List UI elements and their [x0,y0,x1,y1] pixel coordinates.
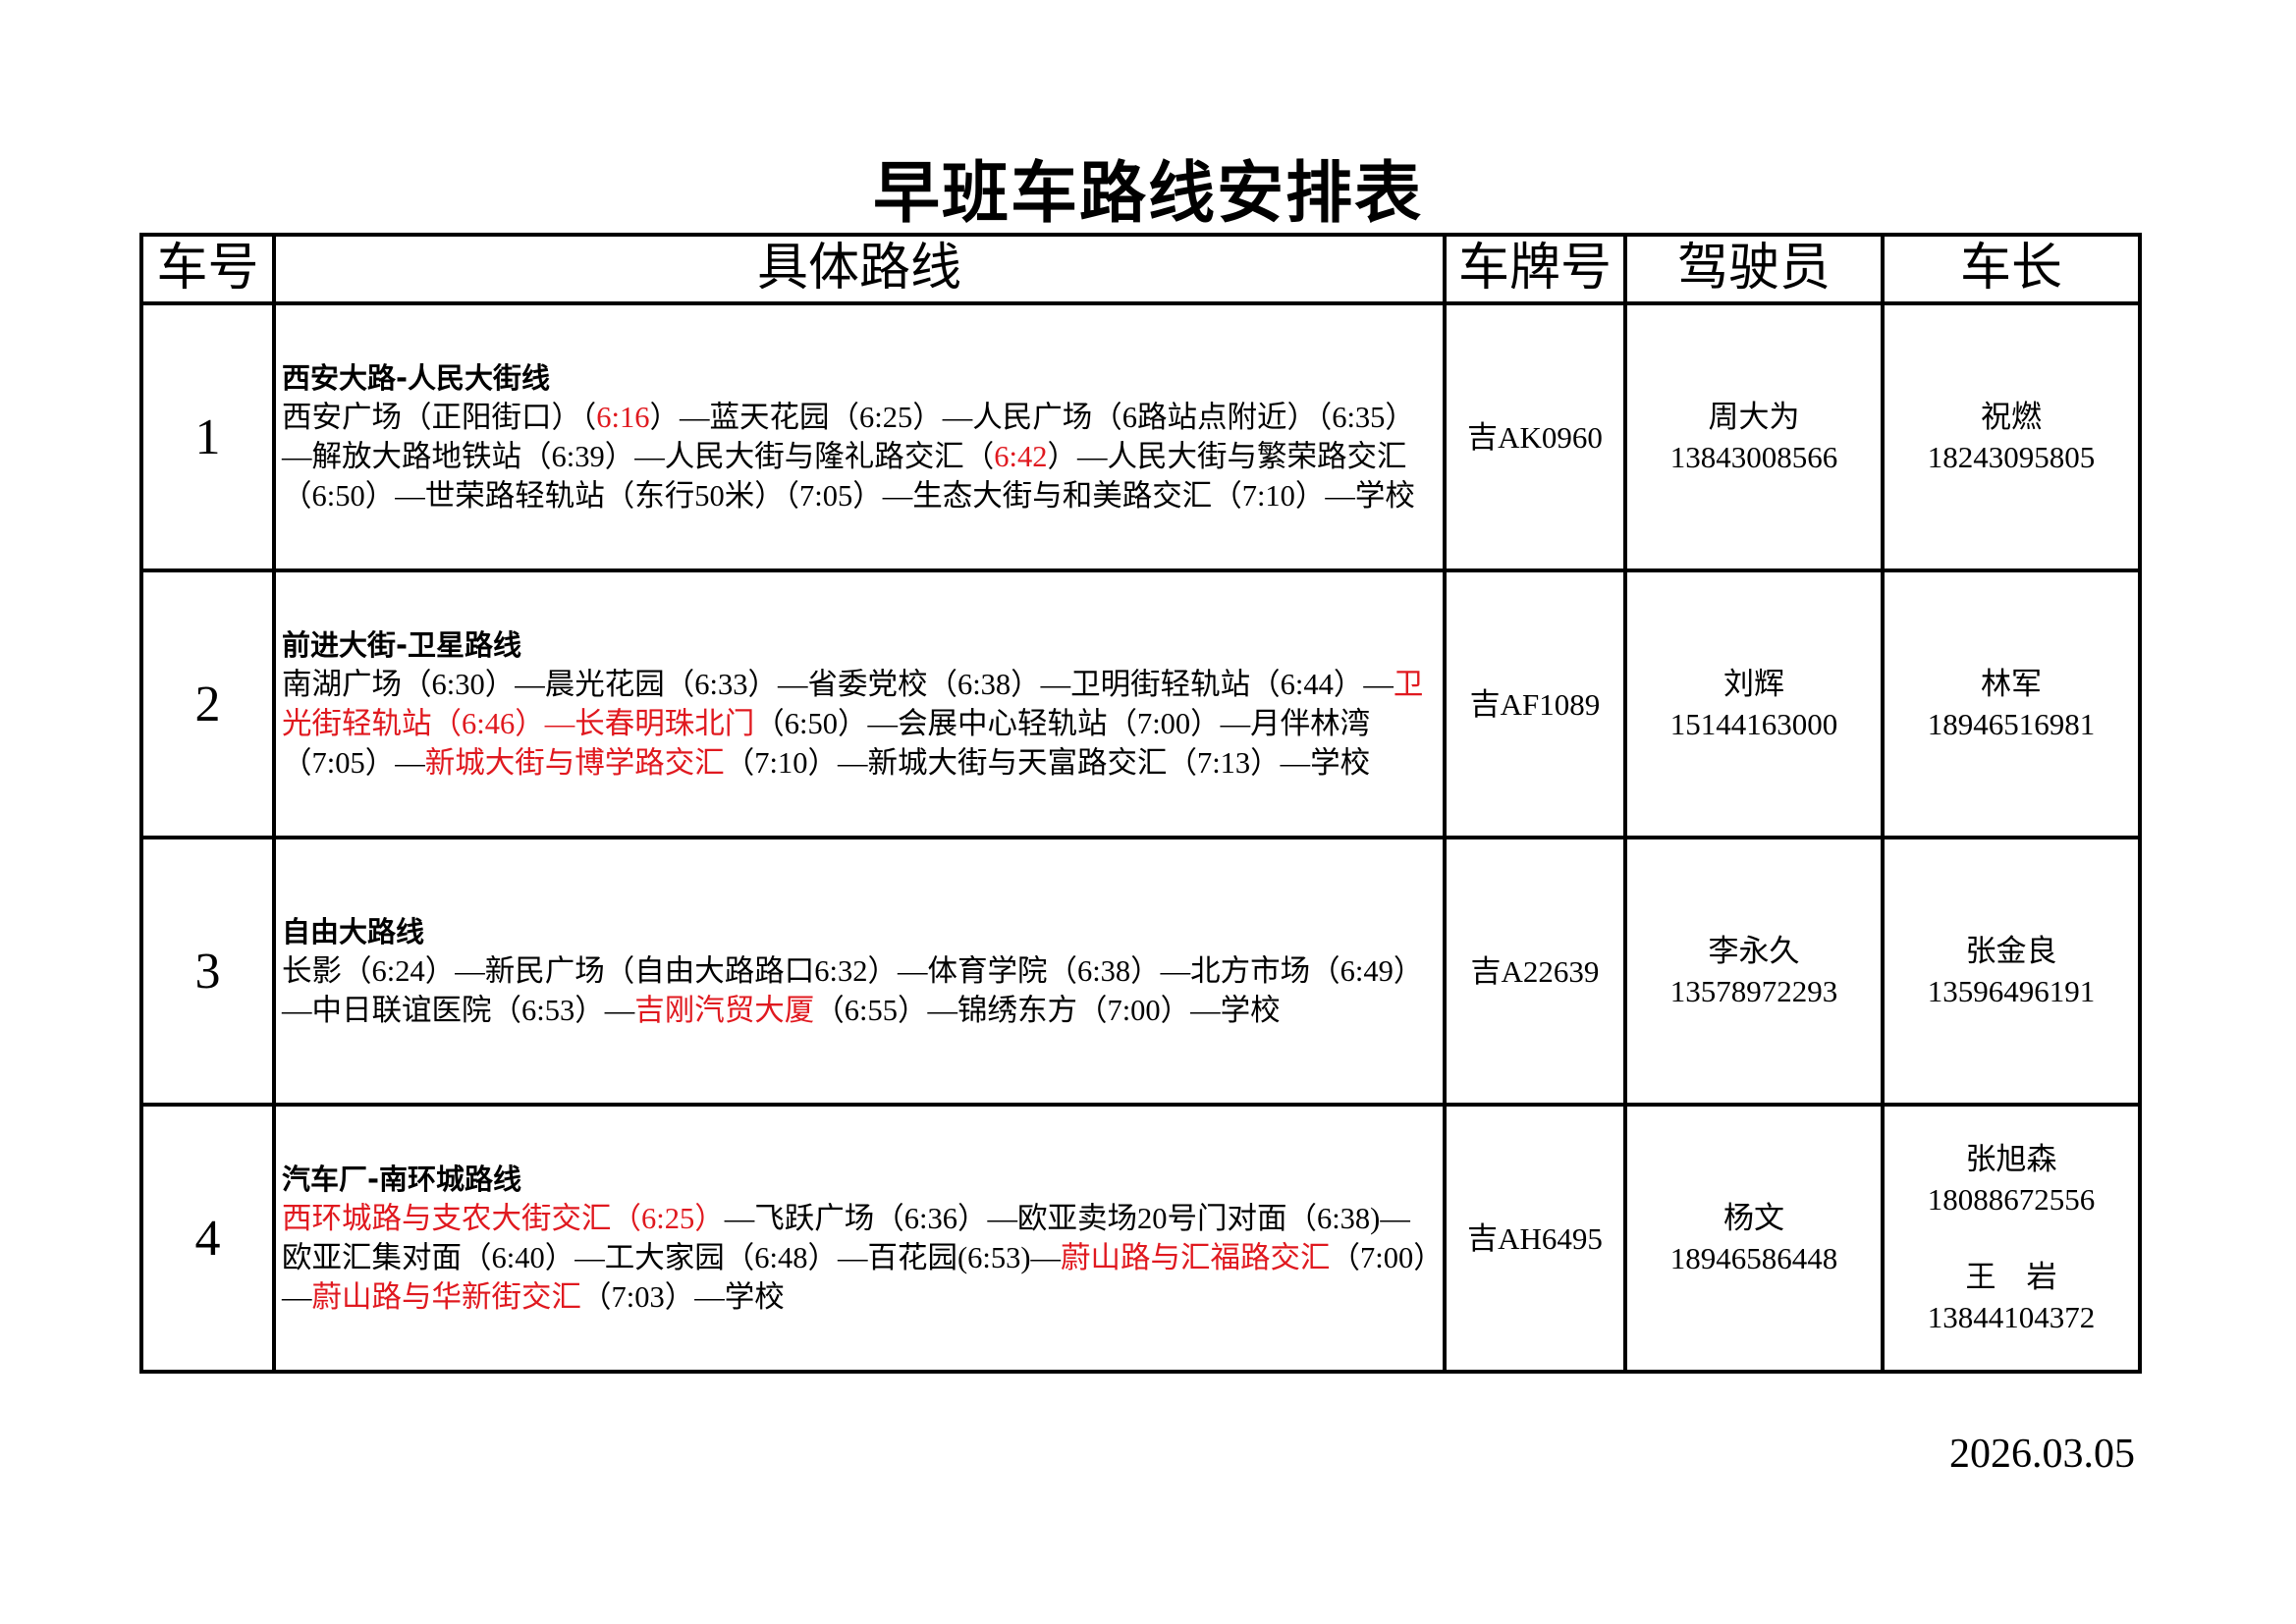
route-segment: ）—蓝天花园（6:25）—人民广场（6路站点附近）（6:35）—解放大路地铁站（… [282,401,1415,473]
highlighted-route-segment: 6:16 [596,401,650,434]
driver-name: 周大为 [1708,400,1800,434]
route-stops: 西安广场（正阳街口）（6:16）—蓝天花园（6:25）—人民广场（6路站点附近）… [282,398,1439,515]
highlighted-route-segment: 新城大街与博学路交汇 [424,746,725,780]
leader-phone: 18243095805 [1927,440,2096,474]
leader-phone: 13844104372 [1927,1300,2096,1334]
header-bus-number: 车号 [139,233,276,305]
route-cell: 汽车厂-南环城路线 西环城路与支农大街交汇（6:25）—飞跃广场（6:36）—欧亚… [272,1103,1447,1374]
route-segment: （7:03）—学校 [581,1280,785,1314]
route-cell: 西安大路-人民大街线 西安广场（正阳街口）（6:16）—蓝天花园（6:25）—人民… [272,301,1447,572]
leader-phone: 18946516981 [1927,707,2096,741]
table-row: 4 汽车厂-南环城路线 西环城路与支农大街交汇（6:25）—飞跃广场（6:36）—欧… [139,1103,2142,1374]
leader-name: 张金良 [1965,934,2057,968]
bus-number: 2 [139,568,276,839]
route-segment: （7:00）— [282,1241,1429,1314]
driver-name: 李永久 [1708,934,1800,968]
driver-name: 刘辉 [1723,667,1784,701]
leader-cell: 林军 18946516981 [1881,568,2142,839]
bus-number: 1 [139,301,276,572]
route-segment: 南湖广场（6:30）—晨光花园（6:33）—省委党校（6:38）—卫明街轻轨站（… [282,668,1394,701]
route-name: 汽车厂-南环城路线 [282,1163,522,1196]
driver-cell: 李永久 13578972293 [1623,836,1885,1107]
plate-number: 吉AK0960 [1443,301,1627,572]
route-segment: （7:10）—新城大街与天富路交汇（7:13）—学校 [724,746,1371,780]
bus-number: 4 [139,1103,276,1374]
leader-cell: 张金良 13596496191 [1881,836,2142,1107]
route-segment: 西安广场（正阳街口）（ [282,401,597,434]
table-row: 1 西安大路-人民大街线 西安广场（正阳街口）（6:16）—蓝天花园（6:25）—人… [139,301,2142,572]
header-leader: 车长 [1881,233,2142,305]
bus-number: 3 [139,836,276,1107]
highlighted-route-segment: 蔚山路与华新街交汇 [311,1280,582,1314]
leader-cell: 张旭森 18088672556 王 岩 13844104372 [1881,1103,2142,1374]
table-row: 2 前进大街-卫星路线南湖广场（6:30）—晨光花园（6:33）—省委党校（6:3… [139,568,2142,839]
highlighted-route-segment: 蔚山路与汇福路交汇 [1060,1241,1331,1274]
leader-phone: 13596496191 [1927,974,2096,1008]
driver-name: 杨文 [1723,1201,1784,1235]
highlighted-route-segment: 西环城路与支农大街交汇（6:25） [282,1202,725,1235]
route-segment: ）—人民大街与繁荣路交汇（6:50）—世荣路轻轨站（东行50米）（7:05）—生… [282,440,1415,513]
driver-cell: 周大为 13843008566 [1623,301,1885,572]
driver-cell: 杨文 18946586448 [1623,1103,1885,1374]
leader-name: 王 岩 [1965,1260,2057,1294]
leader-name: 祝燃 [1981,400,2042,434]
route-segment: （6:50）—会展中心轻轨站（7:00）—月伴林湾（7:05）— [282,707,1371,780]
plate-number: 吉AH6495 [1443,1103,1627,1374]
route-segment: 长影（6:24）—新民广场（自由大路路口6:32）—体育学院（6:38）—北方市… [282,954,1424,1027]
driver-phone: 13578972293 [1669,974,1838,1008]
leader-name: 张旭森 [1965,1142,2057,1176]
route-stops: 南湖广场（6:30）—晨光花园（6:33）—省委党校（6:38）—卫明街轻轨站（… [282,665,1439,783]
header-route: 具体路线 [272,233,1447,305]
header-plate: 车牌号 [1443,233,1627,305]
route-cell: 自由大路线长影（6:24）—新民广场（自由大路路口6:32）—体育学院（6:38… [272,836,1447,1107]
route-schedule-table: 车号 具体路线 车牌号 驾驶员 车长 1 西安大路-人民大街线 西安广场（正阳街口）… [139,233,2142,1374]
leader-phone: 18088672556 [1927,1182,2096,1217]
page-title: 早班车路线安排表 [872,155,1423,233]
highlighted-route-segment: 6:42 [994,440,1048,473]
date: 2026.03.05 [1949,1432,2135,1477]
highlighted-route-segment: 卫光街轻轨站（6:46）—长春明珠北门 [282,668,1424,740]
route-segment: —飞跃广场（6:36）—欧亚卖场20号门对面（6:38)—欧亚汇集对面（6:40… [282,1202,1410,1274]
driver-phone: 15144163000 [1669,707,1838,741]
route-stops: 长影（6:24）—新民广场（自由大路路口6:32）—体育学院（6:38）—北方市… [282,951,1439,1030]
route-cell: 前进大街-卫星路线南湖广场（6:30）—晨光花园（6:33）—省委党校（6:38… [272,568,1447,839]
plate-number: 吉AF1089 [1443,568,1627,839]
route-name: 自由大路线 [282,915,425,948]
highlighted-route-segment: 吉刚汽贸大厦 [634,994,815,1027]
route-segment: （6:55）—锦绣东方（7:00）—学校 [814,994,1281,1027]
route-stops: 西环城路与支农大街交汇（6:25）—飞跃广场（6:36）—欧亚卖场20号门对面（… [282,1199,1439,1317]
plate-number: 吉A22639 [1443,836,1627,1107]
driver-phone: 18946586448 [1669,1241,1838,1275]
leader-name: 林军 [1981,667,2042,701]
route-name: 西安大路-人民大街线 [282,361,551,395]
table-row: 3 自由大路线长影（6:24）—新民广场（自由大路路口6:32）—体育学院（6:3… [139,836,2142,1107]
table-header-row: 车号 具体路线 车牌号 驾驶员 车长 [139,233,2142,305]
route-name: 前进大街-卫星路线 [282,628,522,662]
header-driver: 驾驶员 [1623,233,1885,305]
driver-phone: 13843008566 [1669,440,1838,474]
driver-cell: 刘辉 15144163000 [1623,568,1885,839]
leader-cell: 祝燃 18243095805 [1881,301,2142,572]
